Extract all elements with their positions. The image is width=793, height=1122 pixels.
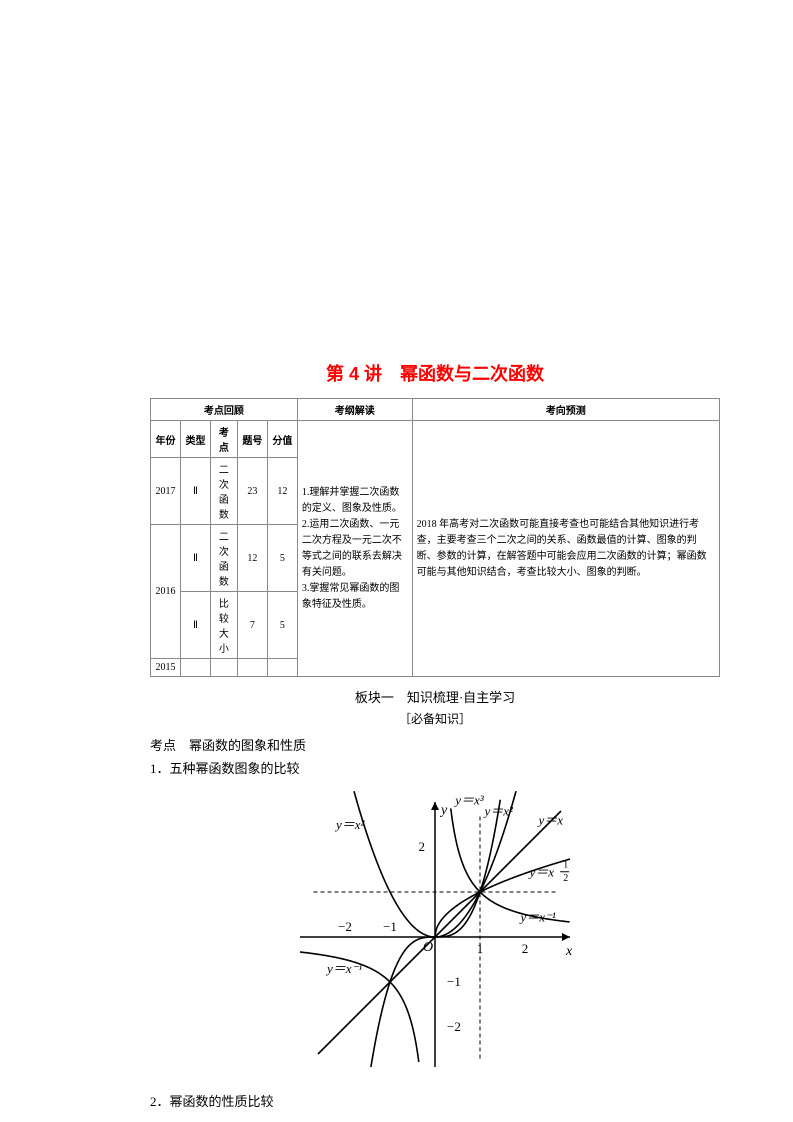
table-row: 年份 类型 考点 题号 分值 1.理解并掌握二次函数的定义、图象及性质。2.运用… xyxy=(151,421,720,458)
svg-text:−1: −1 xyxy=(383,919,397,934)
review-table: 考点回顾 考纲解读 考向预测 年份 类型 考点 题号 分值 1.理解并掌握二次函… xyxy=(150,398,720,677)
sub-section-title: ［必备知识］ xyxy=(150,710,720,727)
power-function-graph: −2−112−2−12yxOy＝xy＝x²y＝x²y＝x³y＝x12y＝x⁻¹y… xyxy=(150,787,720,1071)
svg-text:y＝x⁻¹: y＝x⁻¹ xyxy=(325,961,362,976)
svg-text:y: y xyxy=(439,803,448,818)
cell-score: 5 xyxy=(267,525,297,592)
svg-text:O: O xyxy=(423,940,433,955)
cell-year: 2017 xyxy=(151,458,181,525)
col-year: 年份 xyxy=(151,421,181,458)
svg-text:2: 2 xyxy=(419,839,426,854)
cell-year: 2015 xyxy=(151,659,181,677)
col-qno: 题号 xyxy=(237,421,267,458)
cell-topic: 二次函数 xyxy=(211,458,238,525)
svg-text:−1: −1 xyxy=(447,974,461,989)
cell-topic: 二次函数 xyxy=(211,525,238,592)
page-title: 第 4 讲 幂函数与二次函数 xyxy=(150,360,720,386)
col-topic: 考点 xyxy=(211,421,238,458)
cell-topic: 比较大小 xyxy=(211,592,238,659)
cell-topic xyxy=(211,659,238,677)
svg-text:1: 1 xyxy=(563,859,568,870)
cell-score: 5 xyxy=(267,592,297,659)
table-row: 考点回顾 考纲解读 考向预测 xyxy=(151,399,720,421)
section-title: 板块一 知识梳理·自主学习 xyxy=(150,687,720,706)
svg-text:x: x xyxy=(565,944,573,959)
svg-text:2: 2 xyxy=(563,873,568,884)
cell-type: Ⅱ xyxy=(181,592,211,659)
svg-text:1: 1 xyxy=(477,941,484,956)
cell-qno xyxy=(237,659,267,677)
col-type: 类型 xyxy=(181,421,211,458)
svg-text:y＝x: y＝x xyxy=(528,864,555,879)
svg-text:y＝x²: y＝x² xyxy=(334,817,366,832)
cell-qno: 12 xyxy=(237,525,267,592)
cell-type: Ⅱ xyxy=(181,525,211,592)
cell-qno: 23 xyxy=(237,458,267,525)
cell-qno: 7 xyxy=(237,592,267,659)
svg-text:y＝x⁻¹: y＝x⁻¹ xyxy=(519,909,556,924)
kaodian: 考点 幂函数的图象和性质 xyxy=(150,735,720,754)
cell-type xyxy=(181,659,211,677)
graph-svg: −2−112−2−12yxOy＝xy＝x²y＝x²y＝x³y＝x12y＝x⁻¹y… xyxy=(265,787,605,1067)
item-2: 2．幂函数的性质比较 xyxy=(150,1091,720,1110)
cell-score: 12 xyxy=(267,458,297,525)
svg-text:y＝x²: y＝x² xyxy=(483,804,515,819)
svg-text:−2: −2 xyxy=(447,1019,461,1034)
svg-text:2: 2 xyxy=(522,941,529,956)
item-1: 1．五种幂函数图象的比较 xyxy=(150,758,720,777)
cell-jiedu: 1.理解并掌握二次函数的定义、图象及性质。2.运用二次函数、一元二次方程及一元二… xyxy=(297,421,412,677)
cell-type: Ⅱ xyxy=(181,458,211,525)
cell-score xyxy=(267,659,297,677)
cell-year: 2016 xyxy=(151,525,181,659)
header-review: 考点回顾 xyxy=(151,399,298,421)
header-yuce: 考向预测 xyxy=(412,399,719,421)
header-jiedu: 考纲解读 xyxy=(297,399,412,421)
svg-text:y＝x³: y＝x³ xyxy=(453,792,485,807)
cell-yuce: 2018 年高考对二次函数可能直接考查也可能结合其他知识进行考查，主要考查三个二… xyxy=(412,421,719,677)
col-score: 分值 xyxy=(267,421,297,458)
svg-text:y＝x: y＝x xyxy=(537,813,564,828)
svg-text:−2: −2 xyxy=(338,919,352,934)
